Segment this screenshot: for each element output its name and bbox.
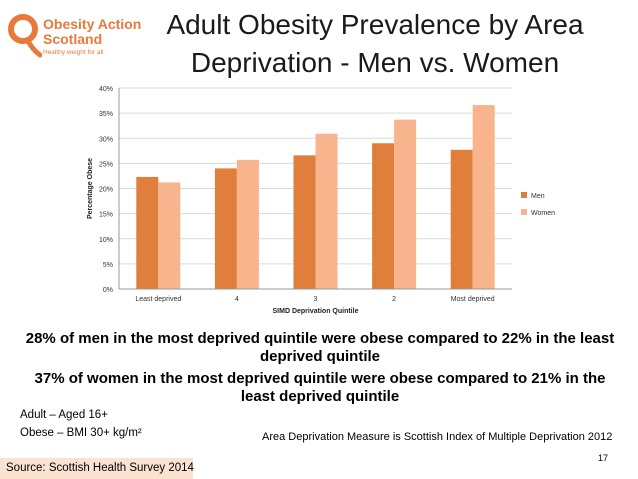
y-tick-label: 10% bbox=[99, 237, 113, 244]
x-axis-title: SIMD Deprivation Quintile bbox=[273, 308, 359, 315]
bar-women bbox=[394, 119, 417, 289]
bar-men bbox=[293, 155, 316, 289]
x-tick-label: Most deprived bbox=[451, 296, 495, 303]
bar-men bbox=[372, 143, 395, 289]
summary: 28% of men in the most deprived quintile… bbox=[20, 330, 620, 410]
source-text: Source: Scottish Health Survey 2014 bbox=[6, 462, 194, 474]
slide-title-line2: Deprivation - Men vs. Women bbox=[190, 47, 560, 78]
legend-label-women: Women bbox=[531, 210, 555, 217]
logo-icon bbox=[8, 14, 42, 58]
y-tick-label: 30% bbox=[99, 136, 113, 143]
legend-label-men: Men bbox=[531, 193, 545, 200]
y-tick-label: 5% bbox=[103, 262, 113, 269]
logo-org-line2: Scotland bbox=[43, 31, 103, 47]
chart-axes: 0% 5% 10% 15% 20% 25% 30% 35% 40% Least deprived 4… bbox=[87, 86, 512, 315]
bar-women bbox=[158, 182, 181, 289]
y-tick-label: 35% bbox=[99, 111, 113, 118]
logo-org-line1: Obesity Action bbox=[43, 16, 142, 32]
bar-women bbox=[472, 105, 495, 290]
chart-bars bbox=[136, 105, 495, 290]
y-tick-label: 40% bbox=[99, 86, 113, 93]
chart: 0% 5% 10% 15% 20% 25% 30% 35% 40% Least deprived 4… bbox=[87, 86, 555, 315]
summary-women: 37% of women in the most deprived quinti… bbox=[34, 370, 606, 405]
bar-men bbox=[450, 149, 473, 289]
legend-swatch-women bbox=[521, 209, 527, 215]
bar-women bbox=[236, 159, 259, 289]
x-tick-label: 4 bbox=[235, 296, 239, 303]
note-definition: Obese – BMI 30+ kg/m² bbox=[20, 427, 142, 439]
page-number: 17 bbox=[598, 453, 609, 463]
note-age: Adult – Aged 16+ bbox=[20, 409, 108, 421]
slide-title-line1: Adult Obesity Prevalence by Area bbox=[166, 9, 584, 40]
y-tick-label: 25% bbox=[99, 161, 113, 168]
bar-men bbox=[136, 176, 159, 289]
y-tick-label: 0% bbox=[103, 287, 113, 294]
bar-men bbox=[214, 168, 237, 289]
source-box: Source: Scottish Health Survey 2014 bbox=[0, 458, 194, 479]
chart-legend: Men Women bbox=[521, 192, 555, 217]
y-tick-label: 20% bbox=[99, 187, 113, 194]
legend-swatch-men bbox=[521, 192, 527, 198]
logo: Obesity Action Scotland Healthy weight f… bbox=[6, 8, 141, 64]
x-tick-label: Least deprived bbox=[135, 296, 181, 303]
logo-tagline: Healthy weight for all bbox=[43, 49, 104, 56]
logo-org-name: Obesity Action Scotland bbox=[43, 17, 141, 47]
notes: Adult – Aged 16+ Obese – BMI 30+ kg/m² bbox=[20, 406, 142, 442]
bar-women bbox=[315, 133, 338, 289]
y-axis-title: Percentage Obese bbox=[87, 158, 94, 219]
slide-title: Adult Obesity Prevalence by Area Depriva… bbox=[150, 6, 600, 82]
y-tick-label: 15% bbox=[99, 212, 113, 219]
x-tick-label: 3 bbox=[314, 296, 318, 303]
summary-men: 28% of men in the most deprived quintile… bbox=[25, 330, 615, 365]
measure-note: Area Deprivation Measure is Scottish Ind… bbox=[262, 431, 613, 443]
x-tick-label: 2 bbox=[392, 296, 396, 303]
